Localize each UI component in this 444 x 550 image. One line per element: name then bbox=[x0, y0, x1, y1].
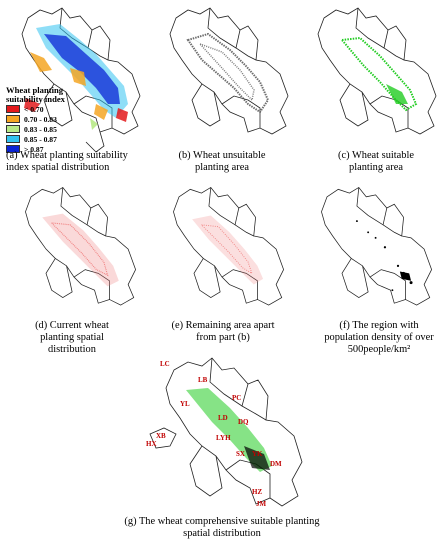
panel-c bbox=[296, 0, 444, 150]
caption-c: (c) Wheat suitable planting area bbox=[338, 150, 414, 173]
legend-label: < 0.70 bbox=[24, 104, 44, 114]
region-label: XB bbox=[156, 432, 166, 440]
region-label: YK bbox=[252, 450, 263, 458]
map-e bbox=[173, 186, 285, 306]
region-label: HX bbox=[146, 440, 157, 448]
unsuitable-area bbox=[186, 32, 270, 114]
legend-label: 0.83 - 0.85 bbox=[24, 124, 57, 134]
map-f bbox=[321, 186, 433, 306]
region-label: LD bbox=[218, 414, 228, 422]
map-c-outline bbox=[317, 7, 437, 135]
caption-d: (d) Current wheat planting spatial distr… bbox=[35, 320, 109, 355]
panel-b bbox=[148, 0, 296, 150]
legend-item: 0.85 - 0.87 bbox=[6, 134, 76, 144]
region-label: HZ bbox=[252, 488, 263, 496]
region-label: PC bbox=[232, 394, 242, 402]
suitability-legend: Wheat planting suitability index < 0.70 … bbox=[6, 86, 76, 154]
legend-title: Wheat planting suitability index bbox=[6, 85, 65, 104]
map-b bbox=[169, 7, 289, 135]
region-label: SX bbox=[236, 450, 245, 458]
legend-label: 0.70 - 0.83 bbox=[24, 114, 57, 124]
region-label: DM bbox=[270, 460, 282, 468]
legend-item: 0.70 - 0.83 bbox=[6, 114, 76, 124]
region-label: JM bbox=[256, 500, 267, 508]
panel-a: Wheat planting suitability index < 0.70 … bbox=[0, 0, 148, 175]
map-g bbox=[149, 357, 303, 507]
caption-a: (a) Wheat planting suitability index spa… bbox=[6, 150, 128, 173]
suitable-area bbox=[340, 36, 418, 112]
legend-label: > 0.87 bbox=[24, 144, 44, 154]
map-e-outline bbox=[173, 186, 285, 306]
panel-g: LC LB YL PC LD DQ LYH SX YK DM XB HX HZ … bbox=[140, 350, 310, 510]
map-f-outline bbox=[321, 186, 433, 306]
region-label: LB bbox=[198, 376, 208, 384]
legend-item: < 0.70 bbox=[6, 104, 76, 114]
remaining-area bbox=[192, 215, 264, 285]
current-planting-area bbox=[42, 213, 119, 287]
legend-swatch bbox=[6, 145, 20, 153]
caption-f: (f) The region with population density o… bbox=[324, 320, 434, 355]
legend-swatch bbox=[6, 115, 20, 123]
panel-f bbox=[296, 180, 444, 320]
map-c bbox=[317, 7, 437, 135]
map-d bbox=[25, 186, 137, 306]
region-label: DQ bbox=[238, 418, 249, 426]
suitability-patches bbox=[24, 24, 128, 130]
region-label: YL bbox=[180, 400, 190, 408]
legend-swatch bbox=[6, 105, 20, 113]
legend-item: > 0.87 bbox=[6, 144, 76, 154]
legend-swatch bbox=[6, 135, 20, 143]
caption-g: (g) The wheat comprehensive suitable pla… bbox=[124, 516, 320, 539]
map-b-outline bbox=[169, 7, 289, 135]
region-label: LYH bbox=[216, 434, 231, 442]
legend-label: 0.85 - 0.87 bbox=[24, 134, 57, 144]
comprehensive-suitable-area bbox=[186, 388, 272, 472]
panel-d bbox=[0, 180, 148, 320]
legend-item: 0.83 - 0.85 bbox=[6, 124, 76, 134]
caption-e: (e) Remaining area apart from part (b) bbox=[171, 320, 275, 343]
legend-swatch bbox=[6, 125, 20, 133]
map-d-outline bbox=[25, 186, 137, 306]
panel-e bbox=[148, 180, 296, 320]
dense-population-area bbox=[356, 220, 413, 292]
region-label: LC bbox=[160, 360, 170, 368]
caption-b: (b) Wheat unsuitable planting area bbox=[178, 150, 266, 173]
map-a bbox=[21, 7, 141, 153]
